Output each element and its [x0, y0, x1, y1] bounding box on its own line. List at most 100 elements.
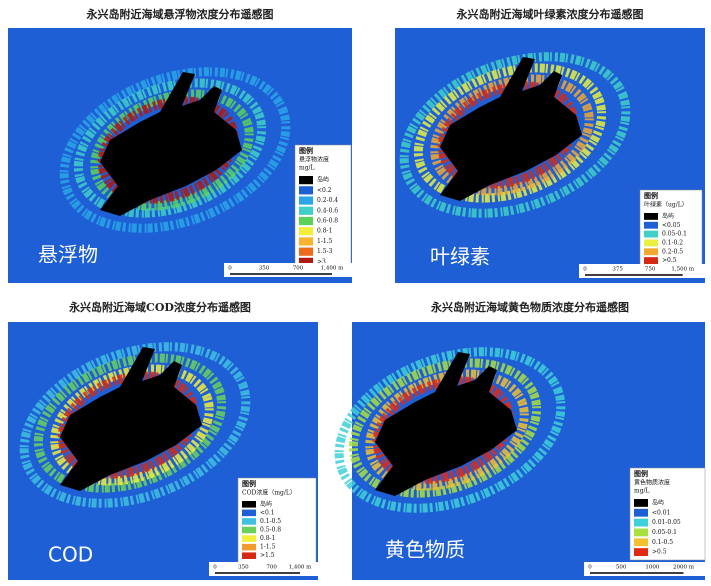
legend-label: 0.01-0.05 — [652, 519, 681, 526]
concentration-ring — [413, 63, 607, 203]
legend-swatch — [634, 538, 648, 547]
legend-label: 岛屿 — [317, 176, 329, 184]
legend-label: 0.2-0.4 — [317, 197, 338, 204]
legend-label: <0.1 — [260, 509, 275, 516]
legend-swatch — [299, 206, 313, 215]
island — [60, 347, 202, 491]
legend-swatch — [644, 230, 658, 238]
legend-label: >3 — [317, 258, 326, 265]
scale-label: 700 — [266, 565, 277, 571]
concentration-ring — [90, 89, 254, 211]
legend-swatch — [242, 543, 256, 551]
panel-label: COD — [48, 543, 93, 567]
concentration-ring — [348, 358, 542, 498]
legend-swatch — [644, 213, 658, 220]
legend-swatch — [644, 239, 658, 247]
scale-label: 350 — [259, 266, 270, 272]
legend-label: 0.1-0.5 — [652, 539, 673, 546]
legend-swatch — [634, 548, 648, 556]
legend-title: 图例 — [242, 479, 256, 488]
legend-label: <0.05 — [662, 222, 681, 229]
legend-swatch — [634, 499, 648, 507]
legend-title: 图例 — [644, 191, 658, 200]
scale-label: 0 — [583, 267, 587, 273]
scale-label: 1000 — [645, 565, 659, 571]
legend-label: 0.4-0.6 — [317, 207, 338, 214]
legend-swatch — [299, 227, 313, 236]
legend-unit: mg/L — [634, 488, 650, 495]
scale-label: 1,400 m — [321, 266, 344, 272]
scale-label: 750 — [645, 267, 656, 273]
legend-label: 0.05-0.1 — [652, 529, 677, 536]
legend-label: 0.8-1 — [317, 228, 332, 235]
concentration-ring — [399, 52, 631, 218]
legend-label: 0.05-0.1 — [662, 231, 687, 238]
legend-swatch — [299, 176, 313, 185]
legend-label: 1.5-3 — [317, 248, 333, 255]
legend-label: 0.1-0.2 — [662, 239, 683, 246]
island — [375, 352, 517, 496]
concentration-ring — [33, 353, 227, 493]
legend-label: 0.6-0.8 — [317, 218, 338, 225]
legend-label: 岛屿 — [260, 500, 272, 508]
scale-label: 700 — [293, 266, 304, 272]
concentration-ring — [73, 78, 267, 218]
map-panel — [8, 28, 352, 283]
legend-swatch — [242, 526, 256, 534]
legend-swatch — [299, 257, 313, 266]
legend-title: 图例 — [634, 469, 648, 478]
map-title: 永兴岛附近海域COD浓度分布遥感图 — [68, 300, 251, 314]
legend-label: >0.5 — [662, 257, 677, 264]
legend-swatch — [644, 257, 658, 264]
legend-swatch — [242, 518, 256, 525]
legend-label: 1-1.5 — [260, 544, 276, 551]
panel-label: 叶绿素 — [430, 245, 490, 269]
legend-label: >0.5 — [652, 549, 667, 556]
island — [100, 72, 242, 216]
legend-swatch — [299, 186, 313, 195]
legend-label: 岛屿 — [652, 498, 664, 506]
legend-label: 1-1.5 — [317, 238, 333, 245]
legend-title: 图例 — [299, 146, 313, 155]
legend-label: 0.1-0.5 — [260, 518, 281, 525]
map-title: 永兴岛附近海域悬浮物浓度分布遥感图 — [86, 7, 274, 21]
legend-swatch — [299, 196, 313, 205]
legend-unit: mg/L — [299, 165, 315, 172]
legend-swatch — [242, 501, 256, 508]
legend-swatch — [299, 216, 313, 226]
legend-label: <0.01 — [652, 509, 670, 516]
legend-label: 岛屿 — [662, 212, 674, 220]
legend-name: COD浓度（mg/L） — [242, 489, 296, 497]
island-group — [19, 342, 251, 508]
concentration-ring — [365, 369, 529, 491]
legend-swatch — [644, 221, 658, 229]
scale-label: 1,400 m — [289, 565, 312, 571]
legend-swatch — [299, 237, 313, 246]
legend-swatch — [634, 508, 648, 517]
legend-label: 0.5-0.8 — [260, 527, 281, 534]
legend-swatch — [242, 535, 256, 542]
concentration-ring — [19, 342, 251, 508]
legend-label: <0.2 — [317, 187, 332, 194]
concentration-ring — [430, 74, 594, 196]
scale-label: 375 — [612, 267, 623, 273]
legend-label: 0.8-1 — [260, 535, 275, 542]
scale-label: 1,500 m — [671, 267, 694, 273]
panel-label: 黄色物质 — [385, 538, 465, 562]
legend-swatch — [634, 528, 648, 537]
map-title: 永兴岛附近海域黄色物质浓度分布遥感图 — [430, 300, 629, 314]
scale-label: 500 — [616, 565, 627, 571]
scale-label: 350 — [238, 565, 249, 571]
scale-label: 0 — [213, 565, 217, 571]
scale-label: 0 — [588, 565, 592, 571]
legend-swatch — [634, 518, 648, 527]
legend-swatch — [644, 248, 658, 256]
island — [440, 57, 582, 201]
legend-swatch — [242, 509, 256, 517]
panel-label: 悬浮物 — [38, 243, 98, 267]
concentration-ring — [50, 364, 214, 486]
island-group — [334, 347, 566, 513]
island-group — [59, 67, 291, 233]
legend-name: 悬浮物浓度 — [299, 156, 329, 164]
